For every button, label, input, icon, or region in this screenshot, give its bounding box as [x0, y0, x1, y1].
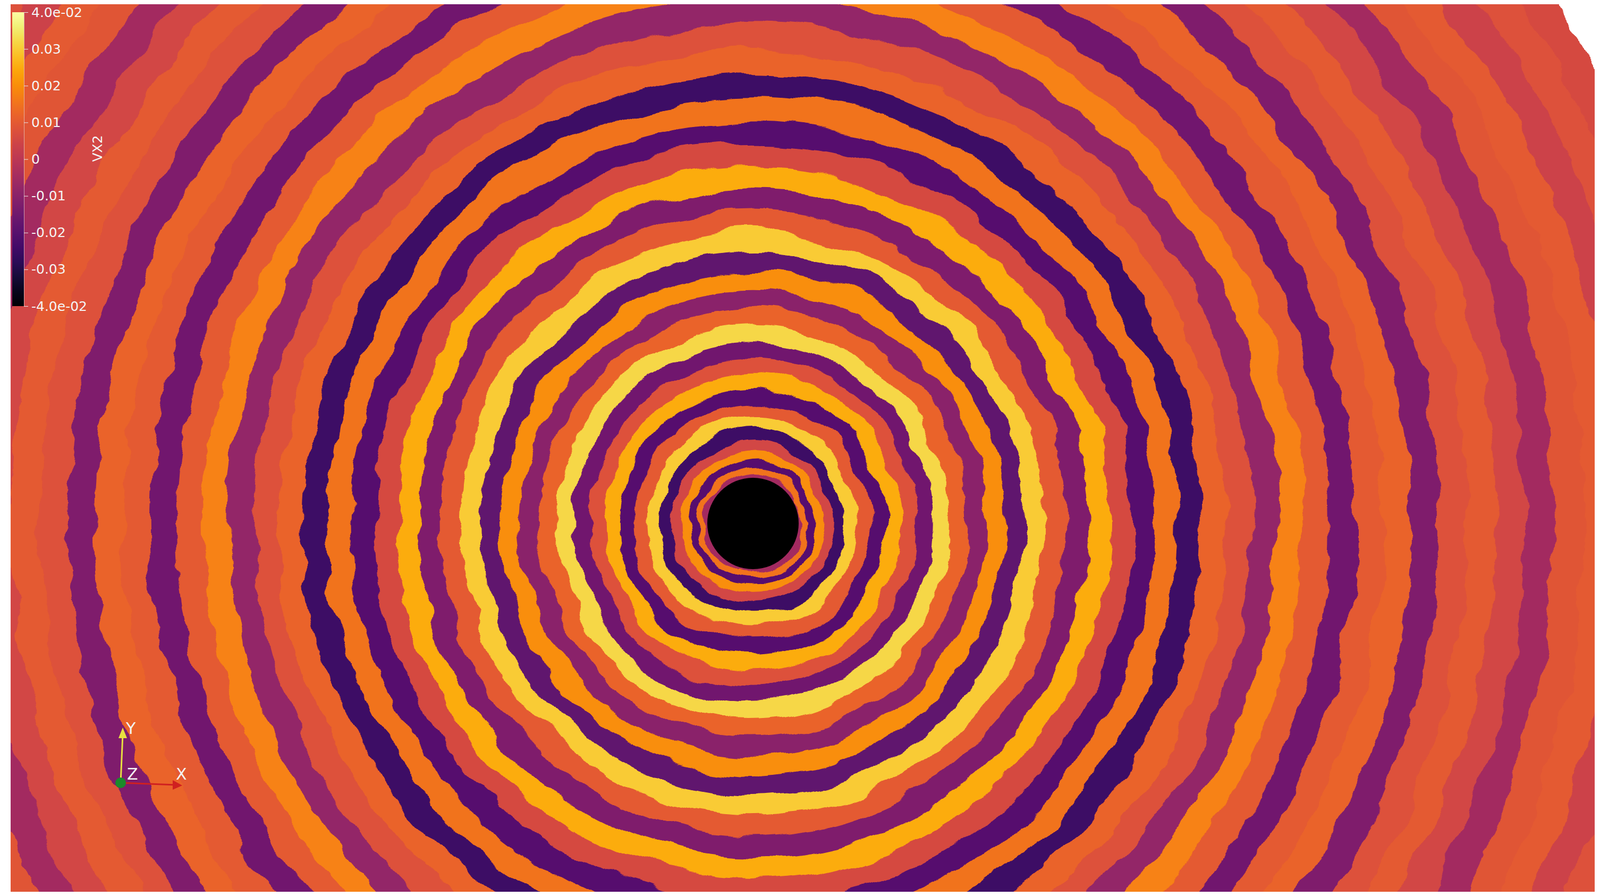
field-ring	[350, 121, 1155, 892]
field-ring	[10, 4, 1595, 892]
tick-label: 0.02	[31, 78, 62, 94]
tick: 0.03	[23, 41, 62, 57]
figure: 4.0e-02 0.03 0.02 0.01 0 -0.01 -0.02 -0.03 -4.0e…	[0, 0, 1600, 896]
tick-label: 0.01	[31, 114, 62, 131]
field-ring	[605, 375, 901, 672]
colorbar-title: VX2	[89, 134, 106, 162]
tick-mark	[23, 232, 29, 234]
tick-label: 4.0e-02	[31, 4, 83, 21]
tick: 4.0e-02	[23, 4, 83, 21]
tick-mark	[23, 48, 29, 50]
field-ring	[10, 4, 1497, 892]
tick-label: 0	[31, 151, 40, 167]
inner-hole	[707, 477, 799, 570]
field-ring	[589, 359, 917, 688]
field-ring	[10, 4, 1595, 892]
field-ring	[460, 231, 1046, 816]
tick-label: -0.01	[31, 188, 66, 204]
field-ring	[327, 97, 1179, 892]
triad-label: Y	[125, 718, 137, 738]
field	[10, 4, 1595, 892]
axes-triad: Y Z X	[115, 718, 188, 790]
field-ring	[633, 404, 872, 642]
field-ring	[228, 4, 1277, 892]
colorbar-axis: 4.0e-02 0.03 0.02 0.01 0 -0.01 -0.02 -0.03 -4.0e…	[23, 4, 88, 315]
field-ring	[572, 343, 933, 704]
tick-mark	[23, 85, 29, 87]
triad-y	[120, 733, 123, 783]
tick: -4.0e-02	[23, 298, 88, 315]
field-ring	[681, 451, 825, 595]
tick-mark	[23, 12, 29, 13]
tick: -0.01	[23, 188, 66, 204]
tick-mark	[23, 122, 29, 123]
tick-mark	[23, 269, 29, 270]
field-ring	[374, 144, 1133, 892]
tick-mark	[23, 159, 29, 160]
field-ring	[647, 417, 859, 629]
field-ring	[95, 4, 1412, 892]
field-ring	[10, 4, 1526, 892]
triad-z	[115, 777, 126, 789]
tick: 0.02	[23, 78, 62, 94]
field-ring	[480, 251, 1026, 796]
field-ring	[10, 4, 1556, 892]
field-ring	[38, 4, 1468, 892]
axis-line	[24, 12, 29, 307]
field-ring	[66, 4, 1439, 892]
tick-label: -0.03	[31, 261, 66, 277]
triad-label: X	[175, 764, 188, 784]
tick-label: 0.03	[31, 41, 62, 57]
field-ring	[122, 4, 1384, 892]
field-ring	[10, 4, 1595, 892]
field-ring	[519, 290, 987, 757]
field-ring	[396, 166, 1110, 880]
field-ring	[10, 4, 1595, 892]
field-ring	[659, 430, 847, 617]
field-ring	[10, 4, 1586, 892]
colorbar: 4.0e-02 0.03 0.02 0.01 0 -0.01 -0.02 -0.03 -4.0e…	[12, 4, 106, 315]
field-ring	[149, 4, 1357, 892]
field-ring	[698, 468, 808, 579]
field-ring	[671, 441, 835, 606]
tick-mark	[23, 196, 29, 197]
tick: -0.02	[23, 224, 66, 241]
tick: 0	[23, 151, 40, 167]
field-ring	[500, 271, 1006, 776]
colorbar-gradient	[12, 12, 24, 307]
field-ring	[176, 4, 1330, 892]
field-ring	[418, 188, 1088, 858]
field-ring	[278, 49, 1227, 892]
triad-label: Z	[127, 764, 139, 784]
tick: -0.03	[23, 261, 66, 277]
field-ring	[303, 73, 1203, 892]
field-ring	[439, 210, 1067, 837]
tick-mark	[23, 306, 29, 307]
field-ring	[704, 474, 802, 573]
rings	[10, 4, 1595, 892]
field-ring	[690, 460, 816, 586]
tick-label: -4.0e-02	[31, 298, 88, 315]
field-ring	[254, 24, 1252, 892]
field-ring	[538, 308, 969, 739]
field-ring	[555, 326, 951, 721]
field-ring	[620, 390, 886, 657]
tick-label: -0.02	[31, 224, 66, 241]
field-ring	[202, 4, 1304, 892]
tick: 0.01	[23, 114, 62, 131]
